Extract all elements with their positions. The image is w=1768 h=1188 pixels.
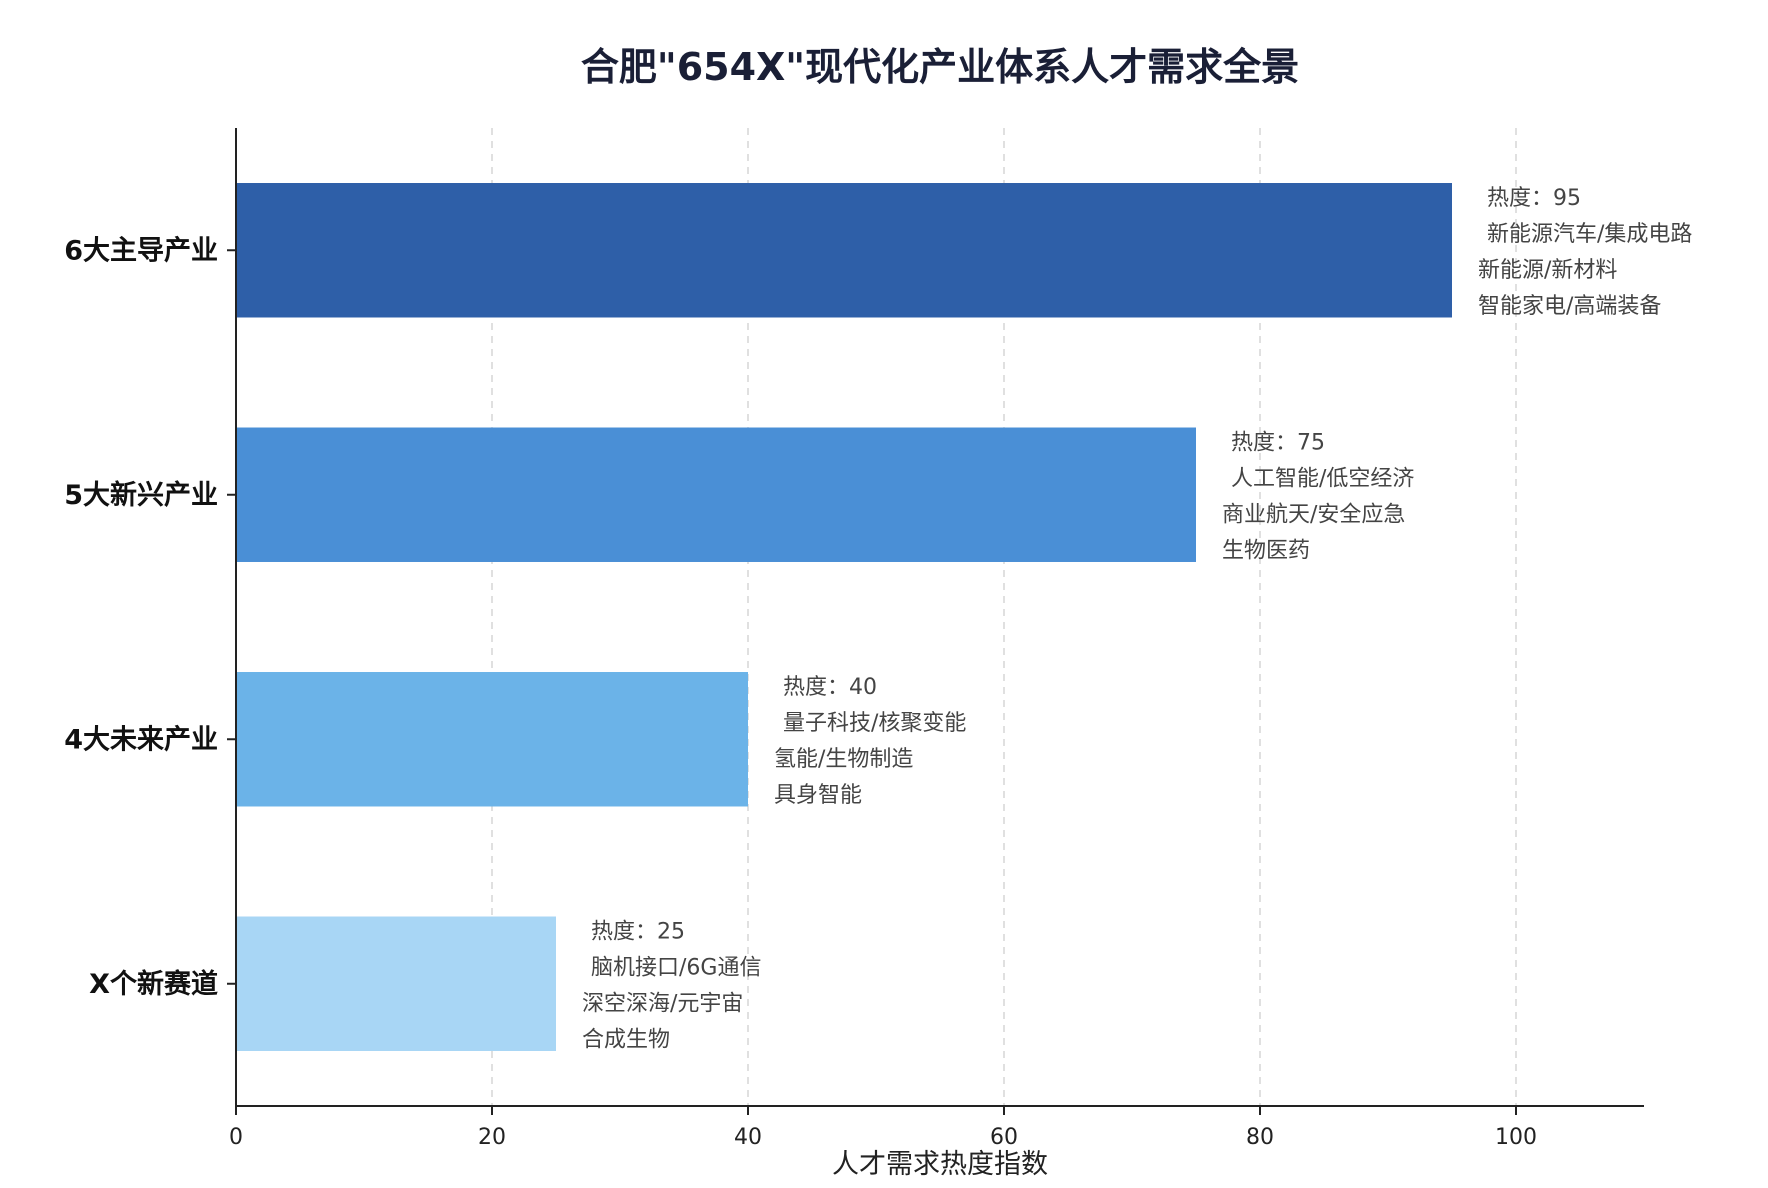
- annotation-1-line-3: 新能源/新材料: [1478, 258, 1617, 283]
- bars: [236, 183, 1452, 1051]
- annotation-3-line-2: 量子科技/核聚变能: [783, 711, 966, 736]
- x-tick-label-100: 100: [1495, 1125, 1537, 1150]
- y-tick-label-4: X个新赛道: [89, 968, 218, 1000]
- x-tick-label-80: 80: [1246, 1125, 1274, 1150]
- axes: 6大主导产业 5大新兴产业 4大未来产业 X个新赛道 0 20 40 60 80 100: [64, 128, 1644, 1150]
- annotation-2-line-1: 热度：75: [1231, 431, 1325, 456]
- annotation-1-line-2: 新能源汽车/集成电路: [1487, 222, 1692, 247]
- x-tick-label-60: 60: [990, 1125, 1018, 1150]
- chart-title: 合肥"654X"现代化产业体系人才需求全景: [581, 45, 1299, 89]
- x-tick-label-40: 40: [734, 1125, 762, 1150]
- annotation-2-line-4: 生物医药: [1222, 539, 1310, 564]
- annotation-3-line-3: 氢能/生物制造: [774, 747, 913, 772]
- x-tick-label-0: 0: [229, 1125, 243, 1150]
- y-tick-label-1: 6大主导产业: [64, 235, 218, 266]
- bar-1: [236, 183, 1452, 318]
- annotation-1-line-1: 热度：95: [1487, 186, 1581, 211]
- annotation-1-line-4: 智能家电/高端装备: [1478, 294, 1661, 319]
- x-tick-label-20: 20: [478, 1125, 506, 1150]
- bar-3: [236, 672, 748, 807]
- annotation-4-line-3: 深空深海/元宇宙: [582, 992, 743, 1017]
- y-tick-label-2: 5大新兴产业: [64, 479, 218, 511]
- bar-4: [236, 916, 556, 1051]
- annotation-4-line-1: 热度：25: [591, 920, 685, 945]
- annotation-3-line-1: 热度：40: [783, 675, 877, 700]
- y-tick-label-3: 4大未来产业: [64, 724, 218, 755]
- annotation-4-line-4: 合成生物: [582, 1028, 670, 1053]
- x-axis-label: 人才需求热度指数: [832, 1149, 1048, 1180]
- annotation-4-line-2: 脑机接口/6G通信: [591, 956, 761, 981]
- bar-2: [236, 427, 1196, 562]
- annotation-2-line-3: 商业航天/安全应急: [1222, 503, 1405, 528]
- annotation-3-line-4: 具身智能: [774, 783, 862, 808]
- annotation-2-line-2: 人工智能/低空经济: [1231, 467, 1414, 492]
